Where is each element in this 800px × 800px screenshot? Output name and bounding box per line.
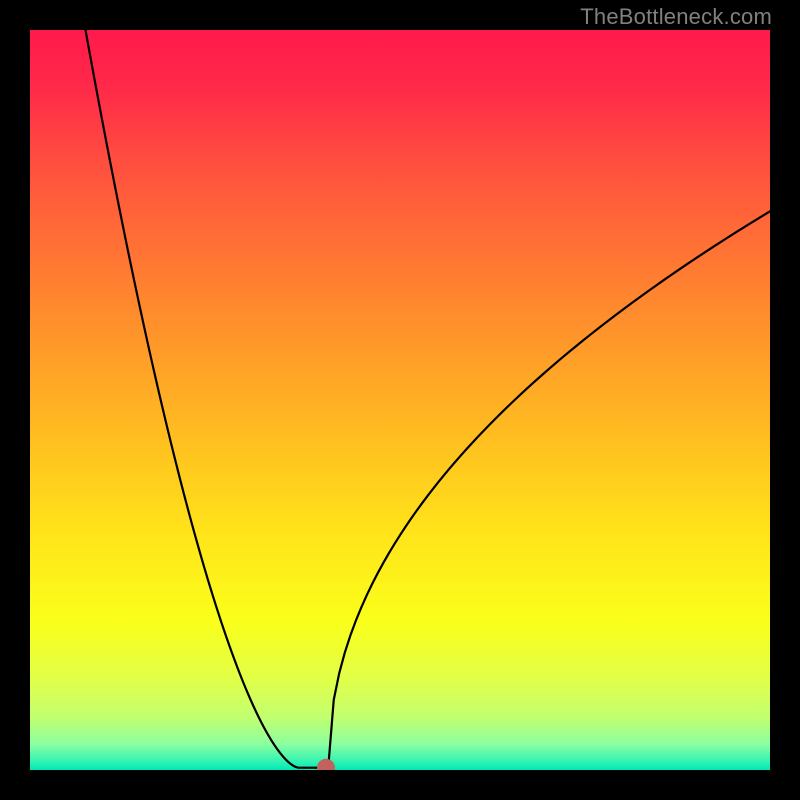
- watermark-text: TheBottleneck.com: [580, 4, 772, 30]
- plot-area: [30, 30, 770, 770]
- chart-frame: TheBottleneck.com: [0, 0, 800, 800]
- chart-svg: [30, 30, 770, 770]
- chart-background: [30, 30, 770, 770]
